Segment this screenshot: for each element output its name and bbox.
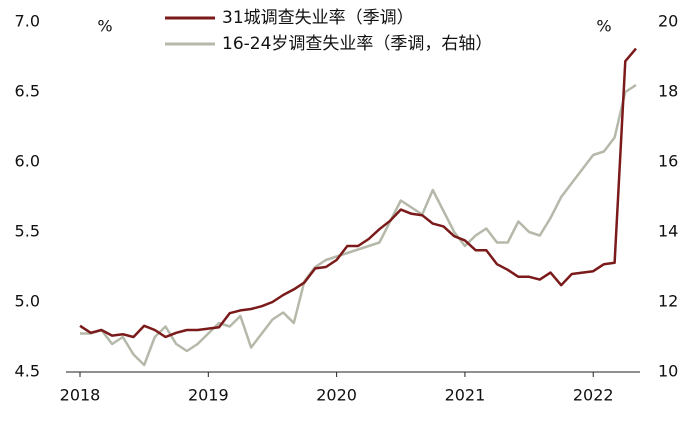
y2-tick-label: 18 bbox=[658, 82, 678, 101]
y-tick-label: 5.5 bbox=[15, 222, 40, 241]
x-tick-label: 2018 bbox=[60, 386, 101, 405]
y-tick-label: 6.0 bbox=[15, 152, 40, 171]
y2-tick-label: 10 bbox=[658, 362, 678, 381]
x-tick-label: 2021 bbox=[445, 386, 486, 405]
y2-tick-label: 12 bbox=[658, 292, 678, 311]
series-line bbox=[79, 47, 637, 339]
series-line bbox=[80, 83, 637, 367]
y2-tick-label: 16 bbox=[658, 152, 678, 171]
y-tick-label: 4.5 bbox=[15, 362, 40, 381]
legend-label: 16-24岁调查失业率（季调，右轴） bbox=[222, 34, 492, 54]
x-tick-label: 2020 bbox=[316, 386, 357, 405]
y-tick-label: 5.0 bbox=[15, 292, 40, 311]
x-tick-label: 2019 bbox=[188, 386, 229, 405]
y2-unit: % bbox=[596, 17, 611, 36]
x-tick-label: 2022 bbox=[573, 386, 614, 405]
y2-tick-label: 14 bbox=[658, 222, 678, 241]
y-tick-label: 7.0 bbox=[15, 12, 40, 31]
y-tick-label: 6.5 bbox=[15, 82, 40, 101]
legend-label: 31城调查失业率（季调） bbox=[222, 8, 414, 28]
y-unit: % bbox=[97, 17, 112, 36]
y2-tick-label: 20 bbox=[658, 12, 678, 31]
